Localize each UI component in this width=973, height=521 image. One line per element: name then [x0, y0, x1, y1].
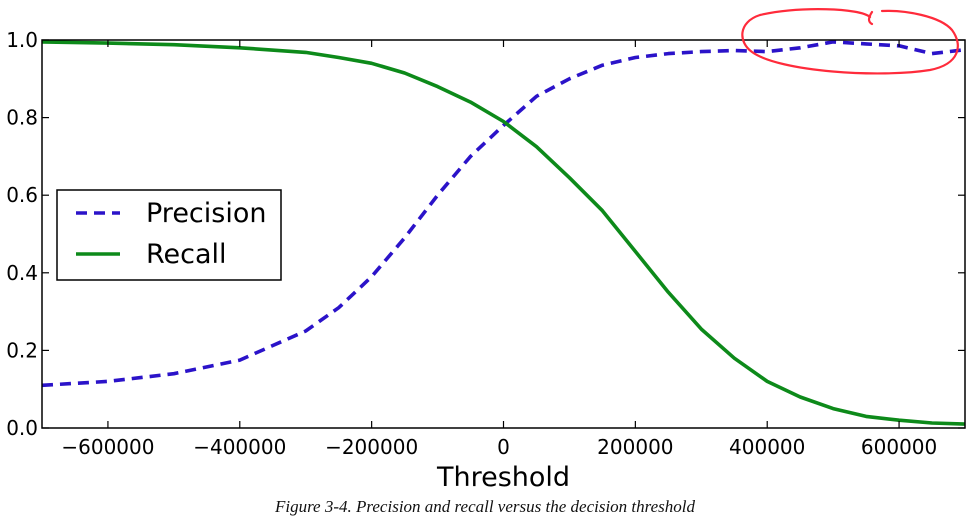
x-tick-label: 400000 [729, 435, 805, 459]
x-tick-label: −200000 [325, 435, 418, 459]
x-tick-label: 600000 [861, 435, 937, 459]
series-line-precision [41, 40, 966, 388]
y-axis-ticks: 0.0 0.2 0.4 0.6 0.8 1.0 [6, 28, 965, 440]
y-tick-label: 0.2 [6, 338, 38, 362]
figure-caption: Figure 3-4. Precision and recall versus … [274, 497, 696, 516]
legend-precision-label: Precision [146, 198, 266, 229]
x-tick-label: −600000 [61, 435, 154, 459]
x-tick-label: 200000 [597, 435, 673, 459]
x-tick-label: 0 [497, 435, 510, 459]
y-tick-label: 0.6 [6, 183, 38, 207]
legend-box [56, 189, 282, 281]
y-tick-label: 0.4 [6, 261, 38, 285]
annotation-circle [741, 8, 959, 75]
legend: Precision Recall [56, 189, 282, 281]
x-axis-title: Threshold [436, 462, 570, 493]
series-line-recall [41, 40, 966, 426]
x-tick-label: −400000 [193, 435, 286, 459]
y-tick-label: 1.0 [6, 28, 38, 52]
legend-recall-label: Recall [146, 239, 227, 270]
x-axis-ticks: −600000 −400000 −200000 0 200000 400000 600000 [61, 40, 937, 459]
y-tick-label: 0.0 [6, 416, 38, 440]
y-tick-label: 0.8 [6, 106, 38, 130]
